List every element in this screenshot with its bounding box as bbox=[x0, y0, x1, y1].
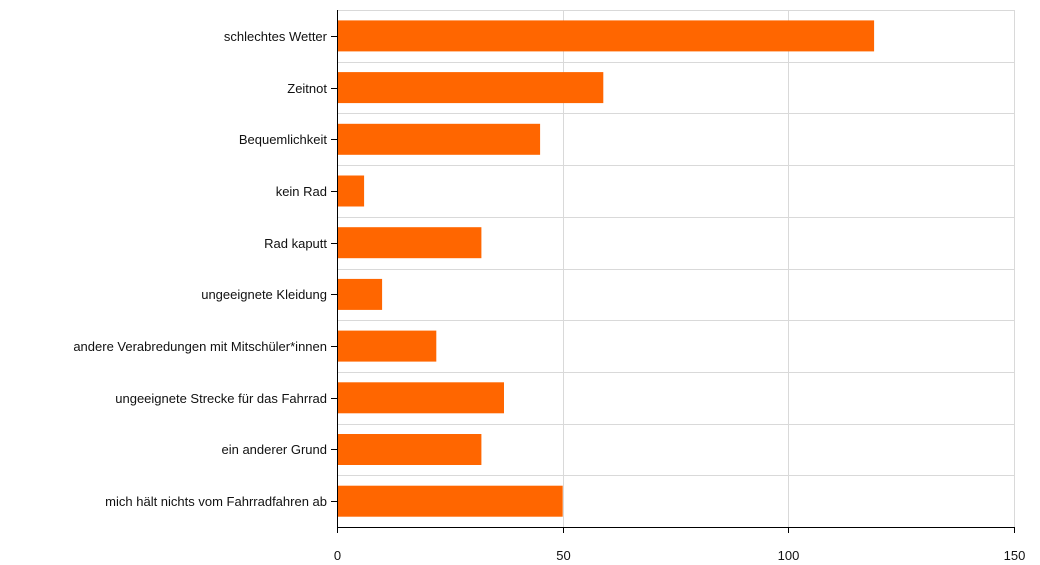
bar bbox=[337, 278, 383, 310]
axes-layer bbox=[331, 10, 1015, 533]
category-label: Zeitnot bbox=[287, 81, 327, 96]
x-tick-label: 150 bbox=[1004, 548, 1026, 563]
bars-layer bbox=[337, 20, 875, 517]
bar bbox=[337, 434, 482, 465]
category-label: mich hält nichts vom Fahrradfahren ab bbox=[105, 494, 327, 509]
bar bbox=[337, 175, 365, 207]
x-tick-label: 100 bbox=[778, 548, 800, 563]
category-label: andere Verabredungen mit Mitschüler*inne… bbox=[73, 339, 327, 354]
bar bbox=[337, 330, 437, 362]
category-label: ein anderer Grund bbox=[221, 442, 327, 457]
x-tick-label: 0 bbox=[334, 548, 341, 563]
x-tick-label: 50 bbox=[556, 548, 570, 563]
bar bbox=[337, 227, 482, 259]
labels-layer: schlechtes Wetter Zeitnot Bequemlichkeit ke… bbox=[73, 29, 1025, 563]
bar bbox=[337, 382, 504, 414]
category-label: Bequemlichkeit bbox=[239, 132, 328, 147]
bar bbox=[337, 20, 875, 52]
category-label: ungeeignete Kleidung bbox=[201, 287, 327, 302]
category-label: ungeeignete Strecke für das Fahrrad bbox=[115, 391, 327, 406]
bar bbox=[337, 72, 604, 104]
category-label: schlechtes Wetter bbox=[224, 29, 328, 44]
bar bbox=[337, 123, 541, 155]
bar bbox=[337, 485, 563, 517]
category-label: Rad kaputt bbox=[264, 236, 327, 251]
category-label: kein Rad bbox=[276, 184, 327, 199]
